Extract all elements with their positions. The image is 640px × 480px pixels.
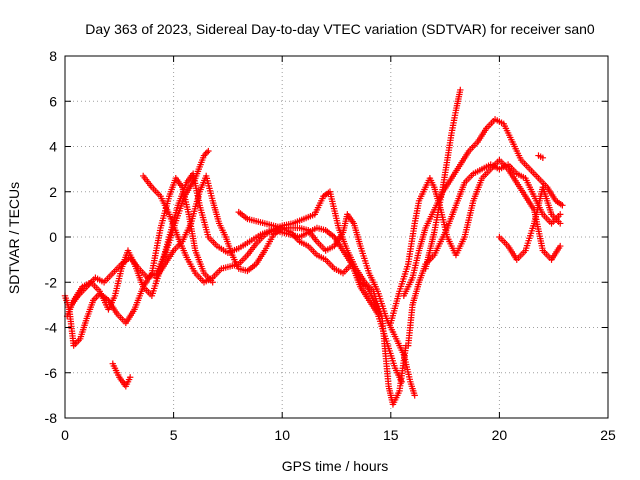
data-point-marker (203, 149, 211, 156)
series-track13 (535, 152, 547, 162)
axis-ticks: 0 5 10 15 20 25 -8 -6 -4 -2 0 2 4 6 8 (45, 48, 616, 443)
y-tick-label: -2 (45, 274, 58, 290)
y-tick-label: 0 (49, 229, 57, 245)
y-tick-label: 4 (49, 139, 57, 155)
series-track12 (109, 360, 134, 390)
data-point-marker (557, 220, 564, 227)
series-track6 (235, 208, 418, 399)
y-tick-label: -6 (45, 365, 58, 381)
data-point-marker (539, 154, 547, 162)
x-tick-label: 20 (492, 427, 508, 443)
y-axis-label: SDTVAR / TECUs (6, 182, 22, 294)
data-point-marker (200, 152, 208, 159)
series-track9 (422, 86, 464, 272)
x-tick-label: 5 (170, 427, 178, 443)
series-track5 (153, 172, 405, 385)
data-point-marker (411, 392, 418, 399)
x-tick-label: 0 (61, 427, 69, 443)
series-track1 (61, 174, 216, 349)
series-track10 (387, 156, 564, 327)
data-points (61, 86, 566, 408)
y-tick-label: -8 (45, 410, 58, 426)
y-tick-label: 2 (49, 184, 57, 200)
y-tick-label: 8 (49, 48, 57, 64)
x-axis-label: GPS time / hours (282, 458, 389, 474)
series-track11 (496, 184, 564, 263)
data-point-marker (126, 374, 134, 381)
x-tick-label: 10 (274, 427, 290, 443)
data-point-marker (398, 378, 405, 385)
data-point-marker (559, 202, 566, 209)
chart-title: Day 363 of 2023, Sidereal Day-to-day VTE… (85, 21, 595, 37)
x-tick-label: 25 (600, 427, 616, 443)
y-tick-label: 6 (49, 93, 57, 109)
data-point-marker (557, 242, 564, 250)
series-track7 (404, 161, 564, 349)
data-point-marker (205, 147, 212, 155)
data-point-marker (457, 86, 464, 94)
y-tick-label: -4 (45, 320, 58, 336)
series-track8 (400, 116, 566, 300)
x-tick-label: 15 (383, 427, 399, 443)
data-point-marker (202, 150, 209, 158)
data-point-marker (557, 211, 564, 218)
